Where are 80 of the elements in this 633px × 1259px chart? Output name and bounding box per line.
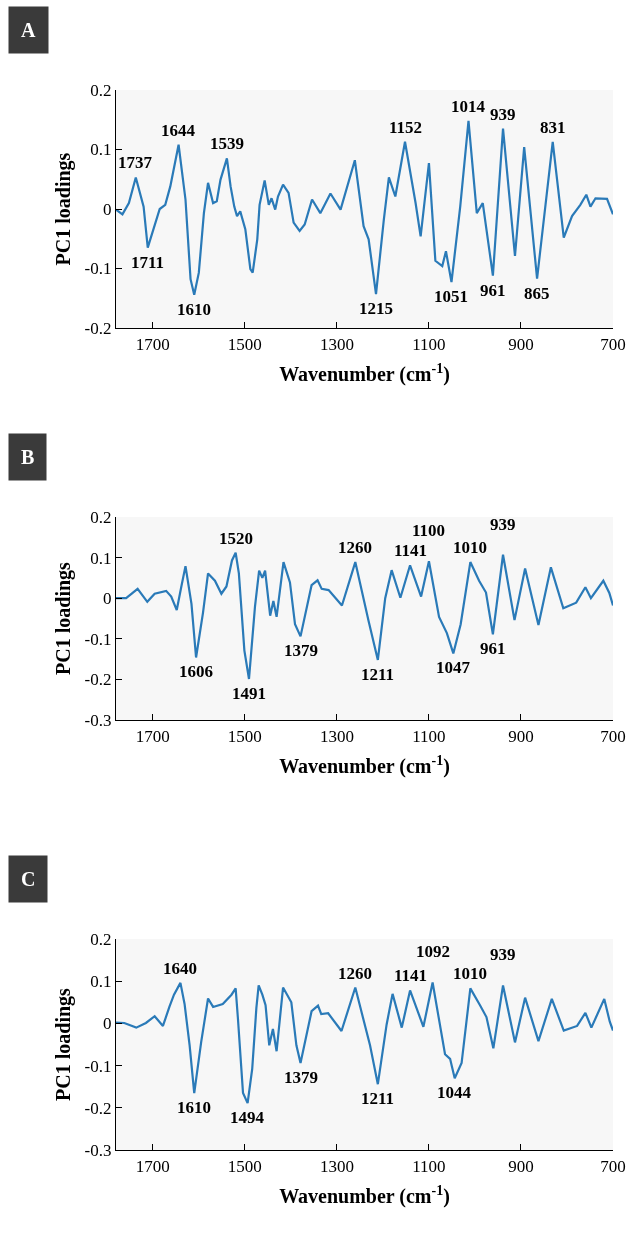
y-tick-label: 0.1 bbox=[90, 548, 112, 568]
y-tick-label: 0 bbox=[103, 199, 112, 219]
x-tick-label: 1300 bbox=[319, 1156, 354, 1176]
annotation: 1211 bbox=[361, 1089, 395, 1108]
chart-title: C bbox=[21, 868, 36, 890]
annotation: 1379 bbox=[284, 641, 318, 660]
x-axis-title: Wavenumber (cm$^{-1}$) bbox=[279, 360, 450, 386]
x-tick-label: 1500 bbox=[227, 334, 262, 354]
annotation: 1141 bbox=[394, 966, 428, 985]
x-tick-label: 1100 bbox=[412, 334, 446, 354]
annotation: 939 bbox=[490, 945, 516, 964]
annotation: 1260 bbox=[338, 964, 372, 983]
y-tick-label: 0.1 bbox=[90, 140, 112, 160]
x-axis-title: Wavenumber (cm$^{-1}$) bbox=[279, 752, 450, 778]
x-tick-label: 1700 bbox=[135, 334, 170, 354]
x-tick-label: 1300 bbox=[319, 334, 354, 354]
x-tick-label: 1700 bbox=[135, 1156, 170, 1176]
annotation: 939 bbox=[490, 105, 516, 124]
annotation: 961 bbox=[480, 281, 506, 300]
annotation: 1014 bbox=[451, 97, 486, 116]
annotation: 1610 bbox=[177, 1098, 211, 1117]
x-tick-label: 700 bbox=[600, 334, 626, 354]
chart-title: A bbox=[21, 19, 36, 41]
y-tick-label: -0.3 bbox=[84, 1140, 112, 1160]
annotation: 865 bbox=[524, 284, 550, 303]
annotation: 1010 bbox=[453, 538, 487, 557]
annotation: 1260 bbox=[338, 538, 372, 557]
annotation: 939 bbox=[490, 515, 516, 534]
annotation: 1010 bbox=[453, 964, 487, 983]
annotation: 1100 bbox=[412, 521, 446, 540]
annotation: 1494 bbox=[230, 1108, 265, 1127]
x-tick-label: 1100 bbox=[412, 1156, 446, 1176]
y-tick-label: 0.2 bbox=[90, 80, 112, 100]
x-tick-label: 1500 bbox=[227, 726, 262, 746]
annotation: 1491 bbox=[232, 684, 266, 703]
x-tick-label: 700 bbox=[600, 726, 626, 746]
y-tick-label: -0.1 bbox=[84, 1056, 112, 1076]
annotation: 1044 bbox=[437, 1083, 472, 1102]
y-tick-label: 0.2 bbox=[90, 929, 112, 949]
annotation: 1606 bbox=[179, 662, 213, 681]
y-tick-label: 0.1 bbox=[90, 972, 112, 992]
y-tick-label: 0 bbox=[103, 1014, 112, 1034]
annotation: 1211 bbox=[361, 665, 395, 684]
x-tick-label: 900 bbox=[508, 1156, 534, 1176]
annotation: 1141 bbox=[394, 541, 428, 560]
x-tick-label: 700 bbox=[600, 1156, 626, 1176]
annotation: 1640 bbox=[163, 959, 197, 978]
y-axis-title: PC1 loadings bbox=[52, 987, 76, 1101]
annotation: 1047 bbox=[436, 658, 471, 677]
x-tick-label: 1500 bbox=[227, 1156, 262, 1176]
x-axis-title: Wavenumber (cm$^{-1}$) bbox=[279, 1182, 450, 1208]
x-tick-label: 1300 bbox=[319, 726, 354, 746]
annotation: 1092 bbox=[416, 942, 450, 961]
y-axis-title: PC1 loadings bbox=[52, 561, 76, 675]
x-tick-label: 1100 bbox=[412, 726, 446, 746]
annotation: 1539 bbox=[210, 134, 244, 153]
y-axis-title: PC1 loadings bbox=[52, 152, 76, 266]
x-tick-label: 1700 bbox=[135, 726, 170, 746]
annotation: 1644 bbox=[161, 121, 196, 140]
annotation: 1152 bbox=[389, 118, 423, 137]
annotation: 831 bbox=[540, 118, 566, 137]
annotation: 1737 bbox=[118, 153, 153, 172]
x-tick-label: 900 bbox=[508, 726, 534, 746]
y-tick-label: -0.2 bbox=[84, 1098, 112, 1118]
y-tick-label: -0.3 bbox=[84, 710, 112, 730]
annotation: 1379 bbox=[284, 1068, 318, 1087]
annotation: 1215 bbox=[359, 299, 393, 318]
y-tick-label: 0.2 bbox=[90, 507, 112, 527]
annotation: 1610 bbox=[177, 300, 211, 319]
y-tick-label: -0.2 bbox=[84, 670, 112, 690]
y-tick-label: -0.1 bbox=[84, 629, 112, 649]
annotation: 1051 bbox=[434, 287, 468, 306]
chart-title: B bbox=[21, 446, 35, 468]
y-tick-label: -0.1 bbox=[84, 259, 112, 279]
annotation: 961 bbox=[480, 639, 506, 658]
y-tick-label: 0 bbox=[103, 589, 112, 609]
x-tick-label: 900 bbox=[508, 334, 534, 354]
annotation: 1711 bbox=[131, 253, 165, 272]
annotation: 1520 bbox=[219, 529, 253, 548]
y-tick-label: -0.2 bbox=[84, 318, 112, 338]
